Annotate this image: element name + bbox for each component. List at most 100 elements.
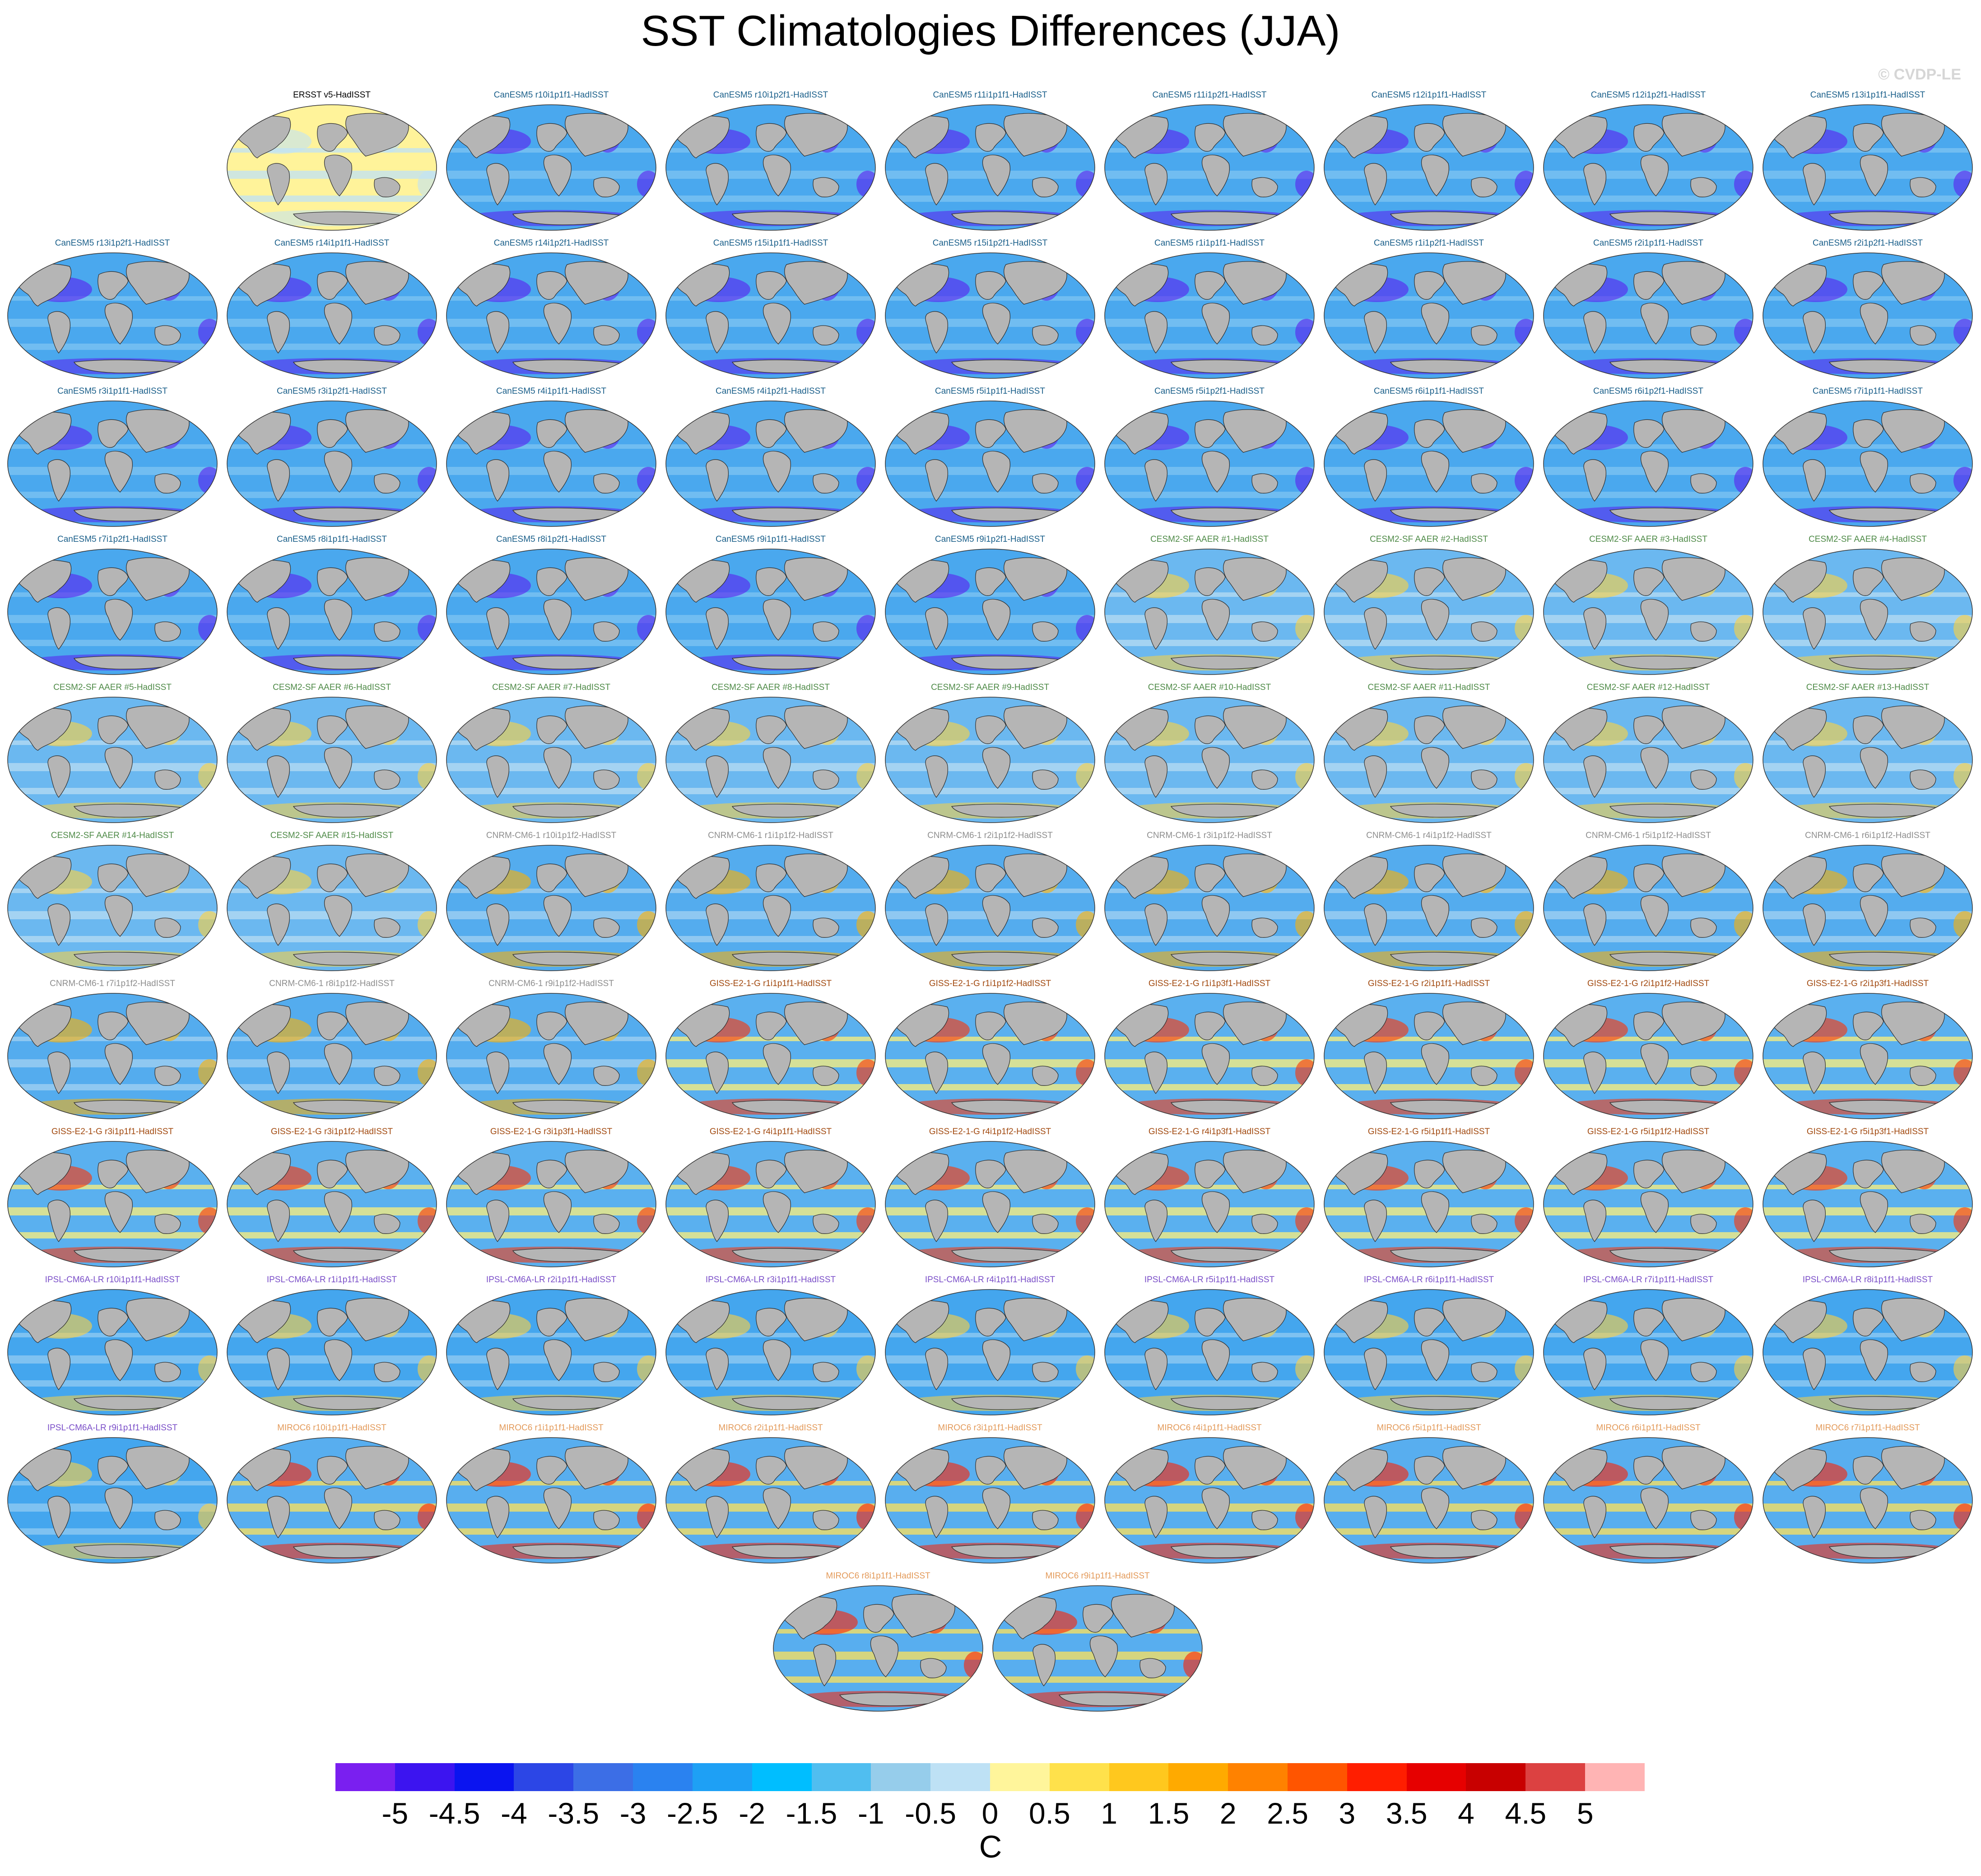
anomaly-band (885, 640, 1095, 646)
land-mass (706, 755, 729, 798)
map-panel: MIROC6 r2i1p1f1-HadISST (665, 1423, 877, 1565)
land-mass (1414, 1456, 1445, 1485)
land-mass (1144, 1052, 1167, 1094)
map-outline (1762, 1289, 1973, 1415)
sst-difference-map (665, 845, 876, 971)
sst-difference-map (1543, 1437, 1753, 1564)
map-outline (1543, 993, 1753, 1119)
map-panel: CanESM5 r2i1p1f1-HadISST (1542, 238, 1754, 381)
colorbar-tick-label: -1.5 (786, 1797, 837, 1830)
map-outline (665, 1141, 876, 1267)
map-outline (1324, 104, 1534, 231)
land-mass (98, 1308, 129, 1336)
land-mass (813, 621, 839, 642)
land-mass (1414, 715, 1445, 744)
land-mass (104, 451, 133, 493)
land-mass (925, 1348, 948, 1390)
anomaly-band (1544, 1380, 1753, 1387)
panel-title: CanESM5 r13i1p1f1-HadISST (1810, 90, 1925, 100)
land-mass (374, 325, 400, 345)
map-panel: GISS-E2-1-G r4i1p1f2-HadISST (884, 1127, 1096, 1269)
map-outline (1543, 697, 1753, 823)
map-outline (1324, 1437, 1534, 1564)
land-mass (1690, 325, 1717, 345)
map-panel: GISS-E2-1-G r5i1p3f1-HadISST (1762, 1127, 1974, 1269)
map-panel: CNRM-CM6-1 r2i1p1f2-HadISST (884, 831, 1096, 973)
map-panel: CNRM-CM6-1 r3i1p1f2-HadISST (1103, 831, 1316, 973)
map-panel: CanESM5 r11i1p2f1-HadISST (1103, 90, 1316, 233)
panel-title: CNRM-CM6-1 r1i1p1f2-HadISST (708, 831, 833, 840)
map-outline (885, 104, 1095, 231)
land-mass (1633, 123, 1665, 152)
map-outline (992, 1585, 1203, 1712)
colorbar-swatch (811, 1763, 871, 1791)
map-outline (1324, 697, 1534, 823)
land-mass (154, 473, 181, 493)
land-mass (1583, 607, 1606, 650)
colorbar-tick-label: -3 (619, 1797, 646, 1830)
land-mass (1421, 1339, 1449, 1381)
sst-difference-map (1543, 400, 1753, 527)
land-mass (1251, 621, 1278, 642)
sst-difference-map (7, 1141, 218, 1267)
land-mass (98, 863, 129, 892)
land-mass (1251, 1362, 1278, 1382)
sst-difference-map (227, 697, 437, 823)
land-mass (1910, 1066, 1936, 1086)
map-panel: CanESM5 r8i1p2f1-HadISST (445, 535, 657, 677)
land-mass (975, 1456, 1006, 1485)
sst-difference-map (446, 845, 656, 971)
map-outline (227, 697, 437, 823)
panel-title: CESM2-SF AAER #9-HadISST (931, 683, 1049, 692)
land-mass (982, 1487, 1010, 1529)
map-outline (885, 400, 1095, 527)
land-mass (374, 177, 400, 197)
sst-difference-map (446, 104, 656, 231)
panel-title: GISS-E2-1-G r4i1p3f1-HadISST (1148, 1127, 1271, 1136)
land-mass (813, 1066, 839, 1086)
land-mass (706, 311, 729, 354)
colorbar-tick-label: 2.5 (1267, 1797, 1308, 1830)
map-outline (665, 549, 876, 675)
land-mass (104, 1339, 133, 1381)
sst-difference-map (446, 697, 656, 823)
land-mass (763, 1487, 791, 1529)
land-mass (324, 303, 352, 344)
land-mass (763, 303, 791, 344)
map-panel: CanESM5 r15i1p1f1-HadISST (665, 238, 877, 381)
anomaly-band (227, 196, 437, 202)
map-outline (7, 1141, 218, 1267)
map-outline (1324, 252, 1534, 379)
land-mass (706, 459, 729, 502)
map-panel: MIROC6 r3i1p1f1-HadISST (884, 1423, 1096, 1565)
map-panel: CNRM-CM6-1 r6i1p1f2-HadISST (1762, 831, 1974, 973)
map-panel: CESM2-SF AAER #1-HadISST (1103, 535, 1316, 677)
land-mass (267, 459, 290, 502)
land-mass (706, 1200, 729, 1242)
map-panel: IPSL-CM6A-LR r5i1p1f1-HadISST (1103, 1275, 1316, 1417)
sst-difference-map (227, 549, 437, 675)
colorbar-tick-label: -5 (381, 1797, 409, 1830)
land-mass (317, 1011, 348, 1040)
land-mass (1195, 1308, 1226, 1336)
land-mass (863, 1604, 894, 1633)
map-outline (446, 1437, 656, 1564)
land-mass (1421, 1043, 1449, 1085)
land-mass (763, 1191, 791, 1233)
sst-difference-map (1324, 845, 1534, 971)
sst-difference-map (665, 549, 876, 675)
land-mass (1640, 154, 1669, 196)
land-mass (536, 1456, 567, 1485)
anomaly-band (8, 344, 217, 350)
land-mass (536, 863, 567, 892)
panel-title: CESM2-SF AAER #7-HadISST (492, 683, 610, 692)
land-mass (1032, 1214, 1059, 1234)
land-mass (98, 419, 129, 448)
panel-title: CESM2-SF AAER #13-HadISST (1806, 683, 1930, 692)
land-mass (1640, 1043, 1669, 1085)
anomaly-band (446, 1528, 656, 1535)
anomaly-band (773, 1676, 983, 1683)
land-mass (1853, 715, 1884, 744)
sst-difference-map (227, 993, 437, 1119)
panel-title: GISS-E2-1-G r3i1p1f1-HadISST (51, 1127, 174, 1136)
